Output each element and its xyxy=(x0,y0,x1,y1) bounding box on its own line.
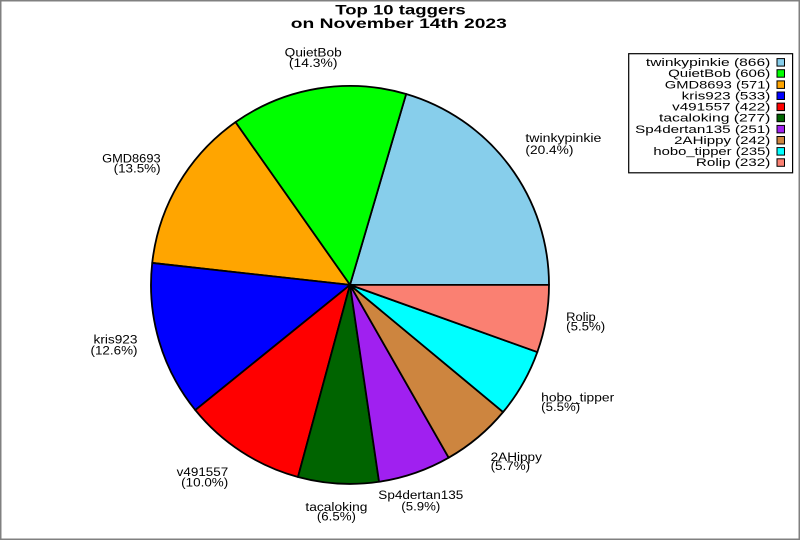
svg-text:2AHippy (242): 2AHippy (242) xyxy=(674,135,770,147)
svg-text:twinkypinkie: twinkypinkie xyxy=(525,131,601,145)
svg-text:(14.3%): (14.3%) xyxy=(289,56,338,70)
svg-text:tacaloking (277): tacaloking (277) xyxy=(659,113,770,125)
svg-text:GMD8693 (571): GMD8693 (571) xyxy=(665,79,771,91)
svg-text:QuietBob: QuietBob xyxy=(285,45,342,59)
svg-text:2AHippy: 2AHippy xyxy=(491,450,543,464)
svg-text:Sp4dertan135: Sp4dertan135 xyxy=(378,488,463,502)
svg-text:GMD8693: GMD8693 xyxy=(102,152,161,166)
svg-text:(5.5%): (5.5%) xyxy=(541,400,580,414)
svg-text:(5.5%): (5.5%) xyxy=(566,320,605,334)
svg-text:hobo_tipper (235): hobo_tipper (235) xyxy=(653,146,770,158)
svg-text:tacaloking: tacaloking xyxy=(305,500,367,514)
svg-text:kris923: kris923 xyxy=(94,332,138,346)
svg-text:v491557 (422): v491557 (422) xyxy=(672,102,770,114)
svg-text:QuietBob (606): QuietBob (606) xyxy=(668,68,770,80)
svg-text:Sp4dertan135 (251): Sp4dertan135 (251) xyxy=(635,124,770,136)
svg-text:(10.0%): (10.0%) xyxy=(181,475,228,489)
svg-text:on November 14th 2023: on November 14th 2023 xyxy=(291,15,507,31)
svg-text:Rolip (232): Rolip (232) xyxy=(696,157,770,169)
svg-text:(13.5%): (13.5%) xyxy=(114,162,161,176)
svg-text:Top 10 taggers: Top 10 taggers xyxy=(335,1,466,17)
svg-text:(20.4%): (20.4%) xyxy=(525,143,573,157)
svg-text:Rolip: Rolip xyxy=(566,310,596,324)
svg-text:(5.7%): (5.7%) xyxy=(491,459,530,473)
svg-text:v491557: v491557 xyxy=(177,465,229,479)
svg-text:twinkypinkie (866): twinkypinkie (866) xyxy=(646,57,770,69)
svg-text:hobo_tipper: hobo_tipper xyxy=(541,391,614,405)
svg-text:(6.5%): (6.5%) xyxy=(317,510,356,524)
svg-text:kris923 (533): kris923 (533) xyxy=(682,90,771,102)
svg-text:(5.9%): (5.9%) xyxy=(401,500,440,514)
svg-text:(12.6%): (12.6%) xyxy=(91,343,138,357)
